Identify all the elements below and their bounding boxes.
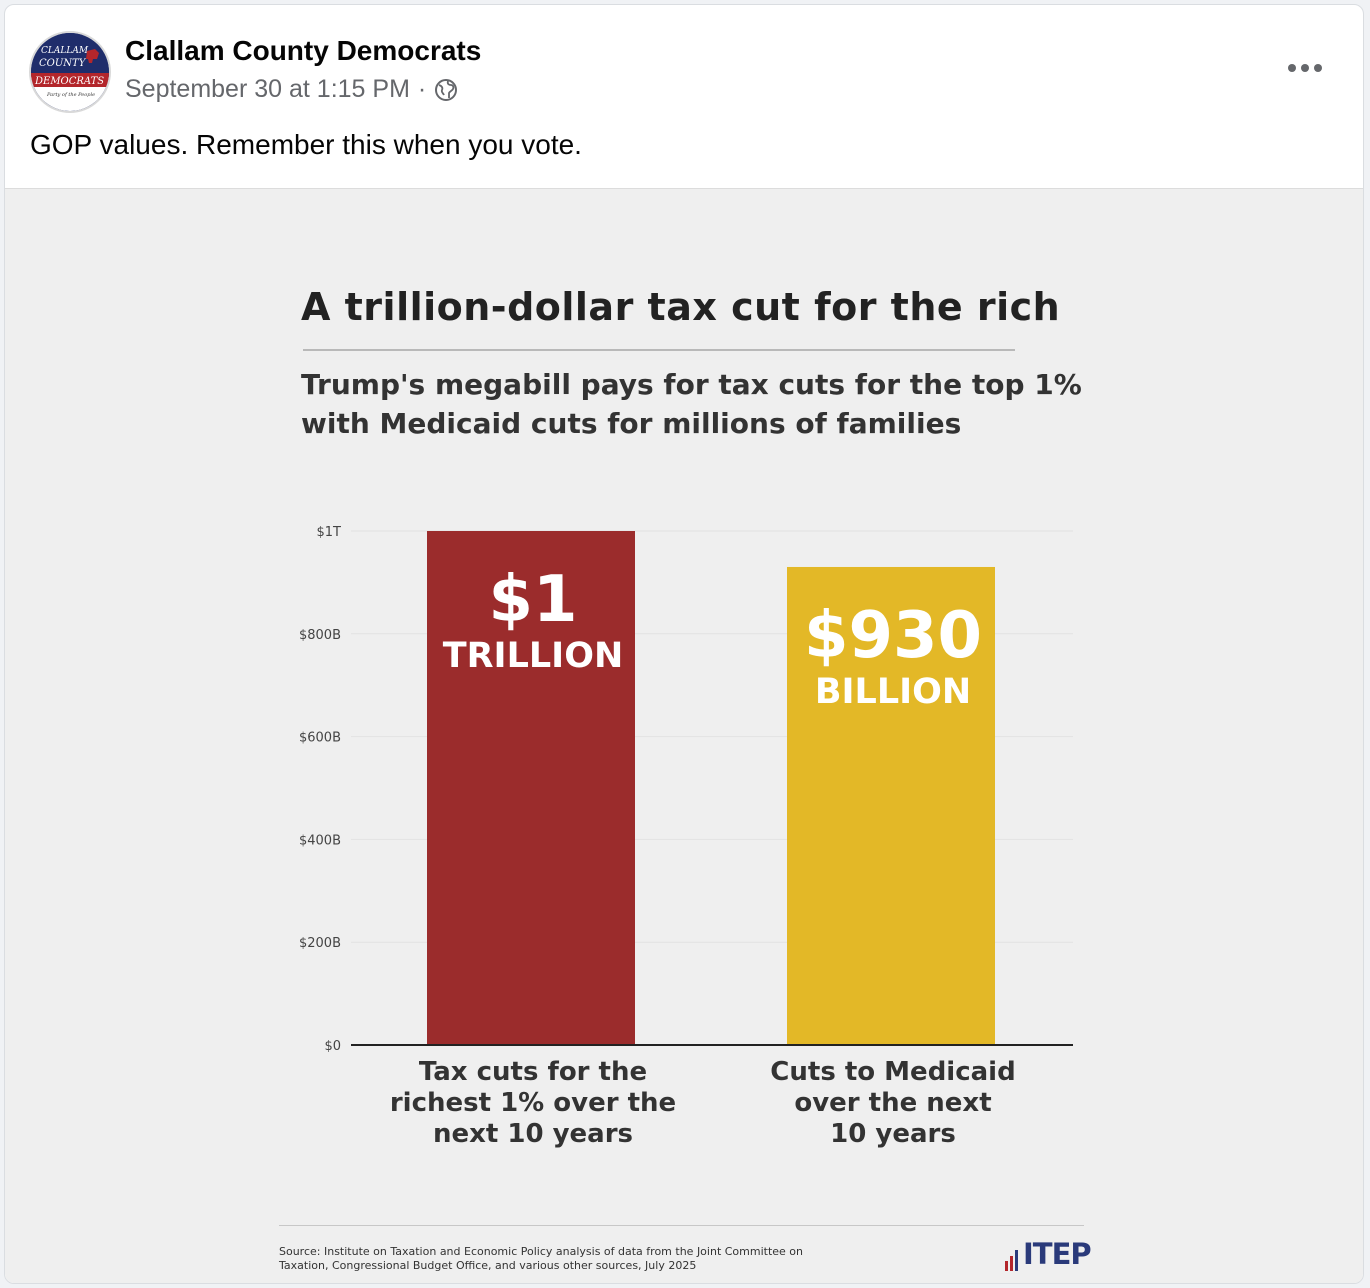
- itep-logo: ITEP: [1005, 1237, 1092, 1271]
- title-divider: [303, 349, 1015, 351]
- page-avatar[interactable]: CLALLAM COUNTY DEMOCRATS Party of the Pe…: [29, 31, 111, 113]
- globe-icon[interactable]: [434, 78, 458, 102]
- source-line-2: Taxation, Congressional Budget Office, a…: [279, 1259, 697, 1272]
- chart-source: Source: Institute on Taxation and Econom…: [279, 1245, 879, 1273]
- svg-text:DEMOCRATS: DEMOCRATS: [34, 76, 104, 87]
- chart-subtitle: Trump's megabill pays for tax cuts for t…: [301, 365, 1101, 443]
- x-category-label: over the next: [794, 1088, 991, 1118]
- y-tick-label: $0: [324, 1039, 341, 1054]
- facebook-post: CLALLAM COUNTY DEMOCRATS Party of the Pe…: [4, 4, 1364, 1284]
- bar-unit-label: BILLION: [815, 672, 971, 712]
- post-timestamp-link[interactable]: September 30 at 1:15 PM: [125, 75, 410, 103]
- post-meta: September 30 at 1:15 PM ·: [125, 75, 458, 104]
- x-category-label: richest 1% over the: [390, 1088, 676, 1118]
- y-tick-label: $400B: [299, 833, 341, 848]
- svg-text:Party of the People: Party of the People: [46, 92, 95, 98]
- bar: [427, 531, 635, 1045]
- page-name-link[interactable]: Clallam County Democrats: [125, 35, 482, 66]
- bar: [787, 566, 995, 1045]
- more-horizontal-icon: [1288, 64, 1322, 72]
- chart-subtitle-line-1: Trump's megabill pays for tax cuts for t…: [301, 368, 1082, 401]
- post-image[interactable]: A trillion-dollar tax cut for the rich T…: [5, 188, 1363, 1283]
- itep-bars-icon: [1005, 1250, 1018, 1271]
- svg-text:CLALLAM: CLALLAM: [41, 46, 89, 56]
- x-category-label: 10 years: [830, 1119, 956, 1149]
- x-category-label: Cuts to Medicaid: [770, 1057, 1015, 1087]
- chart-title: A trillion-dollar tax cut for the rich: [301, 285, 1061, 329]
- more-options-button[interactable]: [1283, 53, 1327, 83]
- y-tick-label: $800B: [299, 628, 341, 643]
- bar-value-label: $930: [804, 599, 982, 673]
- y-tick-label: $600B: [299, 731, 341, 746]
- bar-value-label: $1: [488, 563, 577, 637]
- meta-separator: ·: [417, 75, 427, 103]
- svg-text:COUNTY: COUNTY: [39, 58, 87, 69]
- x-category-label: Tax cuts for the: [419, 1057, 647, 1087]
- source-divider: [279, 1225, 1084, 1226]
- itep-logo-text: ITEP: [1023, 1237, 1092, 1271]
- x-category-label: next 10 years: [433, 1119, 633, 1149]
- post-caption: GOP values. Remember this when you vote.: [30, 129, 582, 160]
- y-tick-label: $200B: [299, 936, 341, 951]
- chart-subtitle-line-2: with Medicaid cuts for millions of famil…: [301, 407, 962, 440]
- avatar-logo: CLALLAM COUNTY DEMOCRATS Party of the Pe…: [31, 33, 109, 111]
- y-tick-label: $1T: [317, 525, 342, 540]
- source-line-1: Source: Institute on Taxation and Econom…: [279, 1245, 804, 1258]
- bar-unit-label: TRILLION: [443, 636, 624, 676]
